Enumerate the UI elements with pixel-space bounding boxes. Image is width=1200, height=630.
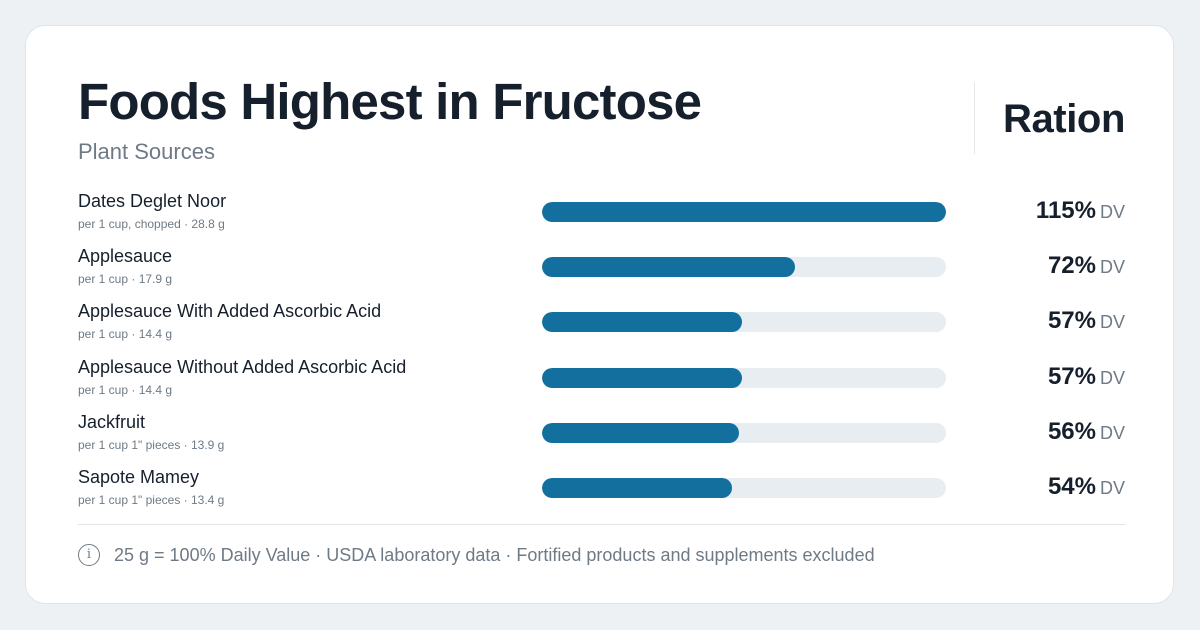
info-icon: i: [78, 544, 100, 566]
bar-row: Dates Deglet Noor per 1 cup, chopped · 28…: [26, 191, 1173, 241]
value-unit: DV: [1099, 422, 1125, 443]
value-label: 57% DV: [1048, 363, 1125, 391]
bar-row: Jackfruit per 1 cup 1" pieces · 13.9 g 56%…: [26, 412, 1173, 462]
bar-track: [542, 257, 946, 278]
brand-logo: Ration: [1002, 97, 1125, 141]
bar-track: [542, 422, 946, 443]
percent-value: 57%: [1047, 307, 1096, 335]
percent-value: 57%: [1047, 362, 1096, 390]
food-name: Applesauce With Added Ascorbic Acid: [78, 301, 382, 322]
bar-track: [542, 478, 946, 498]
bar-track: [542, 367, 946, 388]
food-serving: per 1 cup · 14.4 g: [78, 382, 173, 397]
value-unit: DV: [1099, 202, 1125, 222]
value-label: 72% DV: [1048, 252, 1125, 280]
chart-subtitle: Plant Sources: [78, 139, 215, 164]
value-label: 115% DV: [1036, 197, 1125, 225]
bar-row: Applesauce Without Added Ascorbic Acid pe…: [26, 357, 1173, 407]
footnote: 25 g = 100% Daily Value · USDA laborator…: [114, 545, 875, 565]
bar-row: Sapote Mamey per 1 cup 1" pieces · 13.4 g…: [26, 467, 1173, 517]
value-label: 56% DV: [1048, 418, 1125, 446]
food-serving: per 1 cup, chopped · 28.8 g: [78, 217, 225, 231]
bar-track: [542, 202, 946, 222]
bar: [542, 312, 743, 333]
food-name: Sapote Mamey: [78, 467, 200, 487]
bar: [542, 367, 743, 388]
percent-value: 56%: [1047, 417, 1096, 445]
food-name: Applesauce: [78, 246, 173, 267]
bar: [542, 422, 739, 443]
bar-track: [542, 312, 946, 333]
food-serving: per 1 cup · 17.9 g: [78, 272, 173, 287]
bar-rows: Dates Deglet Noor per 1 cup, chopped · 28…: [26, 26, 1173, 603]
value-label: 57% DV: [1048, 307, 1125, 335]
value-unit: DV: [1099, 312, 1125, 333]
food-serving: per 1 cup 1" pieces · 13.4 g: [78, 493, 225, 507]
value-unit: DV: [1099, 367, 1125, 388]
percent-value: 54%: [1047, 473, 1096, 500]
value-unit: DV: [1099, 478, 1125, 498]
food-name: Jackfruit: [78, 411, 146, 432]
percent-value: 72%: [1047, 252, 1096, 280]
value-unit: DV: [1099, 257, 1125, 278]
bar: [542, 202, 946, 222]
bar: [542, 478, 732, 498]
food-serving: per 1 cup · 14.4 g: [78, 327, 173, 342]
food-name: Dates Deglet Noor: [78, 191, 227, 211]
value-label: 54% DV: [1048, 473, 1125, 501]
bar-row: Applesauce per 1 cup · 17.9 g 72% DV: [26, 246, 1173, 296]
chart-title: Foods Highest in Fructose: [78, 73, 702, 130]
chart-card: Foods Highest in Fructose Plant Sources …: [25, 25, 1174, 604]
brand-divider: [974, 82, 975, 154]
bar: [542, 257, 795, 278]
bar-row: Applesauce With Added Ascorbic Acid per 1…: [26, 301, 1173, 351]
footer-divider: [78, 524, 1126, 525]
percent-value: 115%: [1035, 197, 1096, 224]
food-name: Applesauce Without Added Ascorbic Acid: [78, 356, 407, 377]
food-serving: per 1 cup 1" pieces · 13.9 g: [78, 437, 225, 452]
